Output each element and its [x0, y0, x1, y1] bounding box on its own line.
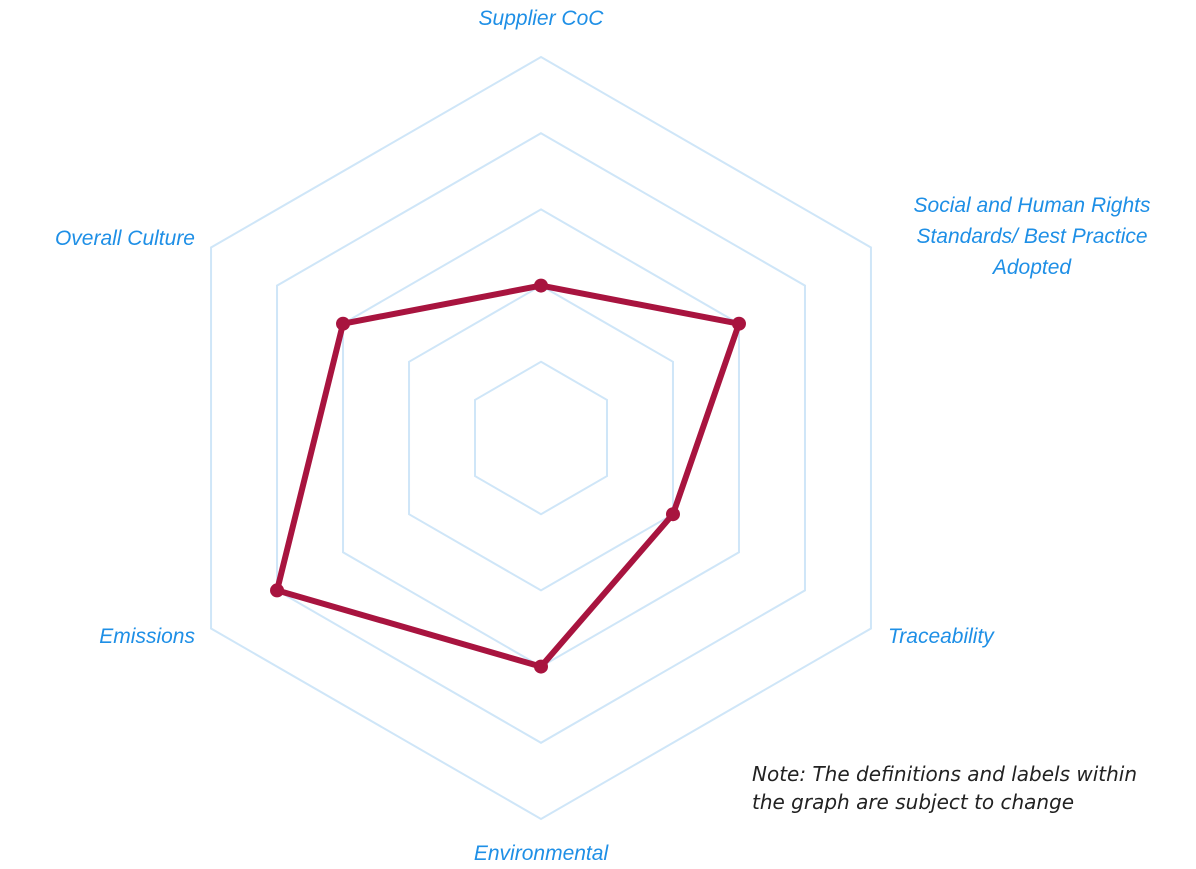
- grid-ring: [342, 208, 740, 668]
- axis-label: Overall Culture: [54, 227, 195, 250]
- grid-ring: [408, 284, 674, 592]
- grid-ring: [276, 132, 806, 744]
- data-point: [270, 583, 285, 598]
- data-point: [534, 659, 548, 674]
- axis-label: Environmental: [473, 842, 609, 865]
- data-point: [534, 278, 548, 293]
- note: the graph are subject to change: [752, 790, 1075, 814]
- axis-label: Emissions: [99, 625, 195, 648]
- data-line: [274, 282, 742, 670]
- axis-label: Traceability: [888, 625, 994, 648]
- note: Note: The definitions and labels within: [752, 762, 1138, 786]
- axis-label: Social and Human Rights Standards/ Best …: [913, 194, 1151, 279]
- data-point: [665, 507, 680, 522]
- grid-ring: [210, 55, 872, 821]
- data-point: [731, 316, 746, 331]
- grid-ring: [474, 360, 608, 516]
- data-point: [336, 316, 351, 331]
- axis-label: Supplier CoC: [478, 7, 604, 30]
